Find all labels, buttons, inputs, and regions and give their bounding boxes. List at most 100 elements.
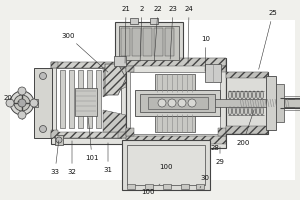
- Bar: [165, 28, 174, 56]
- Bar: [56, 68, 121, 138]
- Bar: [126, 58, 226, 148]
- Circle shape: [40, 72, 46, 79]
- Bar: [130, 72, 220, 134]
- Bar: [132, 28, 141, 56]
- Text: 28: 28: [211, 139, 219, 151]
- Bar: [55, 135, 63, 145]
- Text: 22: 22: [154, 6, 162, 61]
- Text: 23: 23: [169, 6, 177, 59]
- Ellipse shape: [241, 91, 244, 99]
- Bar: [140, 94, 215, 112]
- Ellipse shape: [248, 107, 251, 115]
- Bar: [196, 184, 204, 189]
- Polygon shape: [226, 126, 268, 134]
- Polygon shape: [51, 130, 58, 138]
- Text: 101: 101: [85, 118, 99, 161]
- Text: 24: 24: [184, 6, 194, 63]
- Bar: [148, 97, 208, 109]
- Bar: [60, 70, 65, 128]
- Circle shape: [14, 95, 30, 111]
- Polygon shape: [226, 72, 268, 78]
- Bar: [51, 62, 126, 144]
- Text: 2: 2: [140, 6, 144, 61]
- Text: 21: 21: [122, 6, 130, 63]
- Text: 29: 29: [216, 147, 224, 165]
- Polygon shape: [51, 62, 126, 68]
- Bar: [163, 184, 171, 189]
- Circle shape: [30, 99, 38, 107]
- Polygon shape: [51, 62, 58, 68]
- Text: 20: 20: [4, 95, 20, 102]
- Polygon shape: [51, 132, 126, 138]
- Polygon shape: [126, 136, 226, 144]
- Bar: [122, 140, 210, 190]
- Bar: [155, 114, 195, 132]
- Text: 33: 33: [50, 141, 59, 175]
- Bar: [75, 88, 97, 116]
- Text: 100: 100: [141, 184, 160, 195]
- Circle shape: [18, 111, 26, 119]
- Ellipse shape: [256, 107, 260, 115]
- Bar: [143, 28, 152, 56]
- Text: 31: 31: [103, 143, 112, 173]
- Polygon shape: [118, 62, 126, 68]
- Bar: [204, 99, 294, 107]
- Bar: [276, 84, 284, 122]
- Circle shape: [188, 99, 196, 107]
- Polygon shape: [118, 130, 126, 138]
- Bar: [115, 22, 183, 64]
- Bar: [181, 184, 189, 189]
- Text: 10: 10: [202, 36, 211, 71]
- Ellipse shape: [232, 91, 236, 99]
- Polygon shape: [126, 66, 134, 72]
- Bar: [155, 74, 195, 92]
- Ellipse shape: [244, 91, 247, 99]
- Ellipse shape: [260, 91, 263, 99]
- Bar: [87, 70, 92, 128]
- Text: 32: 32: [68, 141, 76, 175]
- Ellipse shape: [253, 107, 256, 115]
- Bar: [205, 64, 221, 82]
- Circle shape: [18, 99, 26, 107]
- Bar: [121, 28, 130, 56]
- Circle shape: [6, 99, 14, 107]
- Text: 25: 25: [259, 10, 278, 69]
- Circle shape: [168, 99, 176, 107]
- Polygon shape: [218, 128, 226, 136]
- Ellipse shape: [236, 107, 239, 115]
- Circle shape: [40, 126, 46, 132]
- Bar: [130, 18, 138, 24]
- Bar: [266, 76, 276, 130]
- Circle shape: [10, 91, 34, 115]
- Bar: [226, 72, 268, 134]
- Bar: [127, 184, 135, 189]
- Ellipse shape: [244, 107, 247, 115]
- Bar: [119, 26, 179, 60]
- Bar: [69, 70, 74, 128]
- Text: 300: 300: [61, 33, 108, 72]
- Text: 30: 30: [200, 175, 209, 188]
- Text: 100: 100: [159, 164, 173, 170]
- Bar: [154, 28, 163, 56]
- Bar: [145, 184, 153, 189]
- Ellipse shape: [260, 107, 263, 115]
- Polygon shape: [126, 58, 226, 66]
- Circle shape: [178, 99, 186, 107]
- Ellipse shape: [248, 91, 251, 99]
- Bar: [135, 90, 220, 116]
- Bar: [32, 99, 38, 107]
- Bar: [10, 20, 295, 180]
- Circle shape: [158, 99, 166, 107]
- Circle shape: [56, 137, 62, 143]
- Bar: [150, 18, 158, 24]
- Circle shape: [18, 87, 26, 95]
- Bar: [34, 68, 52, 138]
- Ellipse shape: [241, 107, 244, 115]
- Bar: [78, 70, 83, 128]
- Bar: [114, 56, 126, 66]
- Ellipse shape: [236, 91, 239, 99]
- Polygon shape: [218, 66, 226, 72]
- Polygon shape: [103, 110, 126, 132]
- Bar: [96, 70, 101, 128]
- Ellipse shape: [253, 91, 256, 99]
